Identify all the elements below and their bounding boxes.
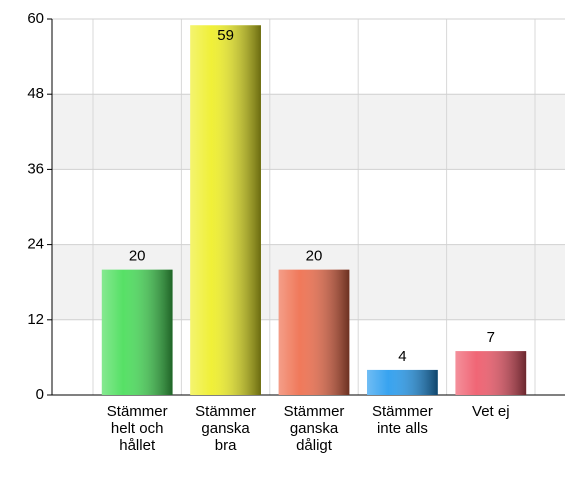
x-tick-label: Stämmer ganska bra <box>195 403 257 454</box>
x-tick-label: Stämmer inte alls <box>371 403 433 437</box>
bar-shade <box>101 269 173 395</box>
y-tick-label: 36 <box>27 160 44 177</box>
y-tick-label: 48 <box>27 85 44 102</box>
bar-shade <box>455 351 527 395</box>
value-label: 4 <box>398 348 406 365</box>
y-tick-label: 0 <box>36 386 44 403</box>
value-label: 20 <box>306 248 323 265</box>
y-tick-label: 60 <box>27 10 44 27</box>
x-tick-label: Stämmer ganska dåligt <box>283 403 345 454</box>
bar-shade <box>367 369 438 395</box>
value-label: 20 <box>129 248 146 265</box>
grid-band <box>52 94 565 170</box>
x-tick-label: Vet ej <box>472 403 510 420</box>
bar-shade <box>190 25 261 396</box>
x-tick-label: Stämmer helt och hållet <box>106 403 168 454</box>
y-tick-label: 24 <box>27 236 44 253</box>
y-tick-label: 12 <box>27 311 44 328</box>
value-label: 59 <box>217 27 234 44</box>
value-label: 7 <box>487 329 495 346</box>
bar-shade <box>278 269 350 395</box>
